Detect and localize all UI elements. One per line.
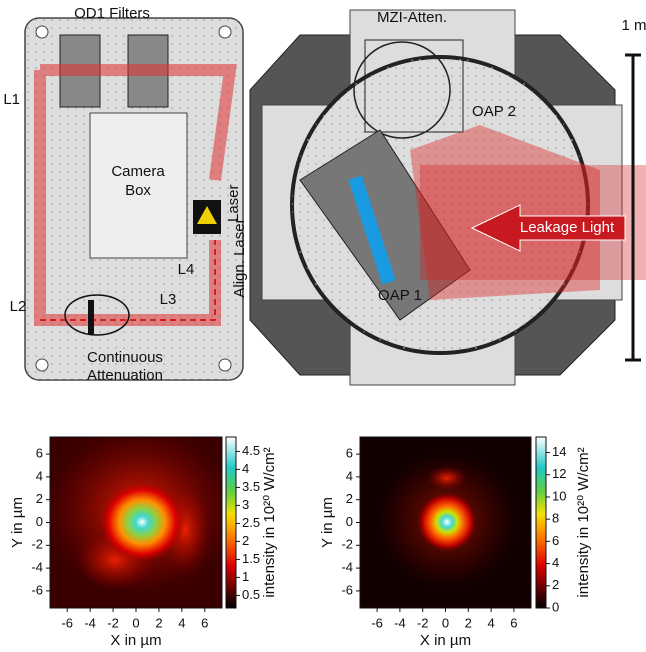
colorbar xyxy=(226,437,236,608)
colorbar-tick-label: 14 xyxy=(552,444,566,459)
colorbar-label: intensity in 10²⁰ W/cm² xyxy=(575,447,592,597)
colorbar xyxy=(536,437,546,608)
colorbar-tick-label: 1.5 xyxy=(242,551,260,566)
x-tick-label: -2 xyxy=(417,615,429,630)
colorbar-tick-label: 12 xyxy=(552,466,566,481)
colorbar-tick-label: 2 xyxy=(242,533,249,548)
colorbar-tick-label: 0.5 xyxy=(242,587,260,602)
colorbar-tick-label: 2 xyxy=(552,577,559,592)
heatmap-image xyxy=(45,425,235,608)
x-tick-label: -2 xyxy=(107,615,119,630)
x-tick-label: -4 xyxy=(84,615,96,630)
label: Align. Laser xyxy=(231,218,248,297)
x-tick-label: 0 xyxy=(132,615,139,630)
label: Continuous xyxy=(87,349,163,366)
x-tick-label: 4 xyxy=(178,615,185,630)
colorbar-tick-label: 8 xyxy=(552,511,559,526)
x-tick-label: 2 xyxy=(465,615,472,630)
y-tick-label: -2 xyxy=(341,537,353,552)
y-tick-label: 4 xyxy=(346,468,353,483)
x-tick-label: 4 xyxy=(487,615,494,630)
colorbar-tick-label: 4 xyxy=(552,555,559,570)
x-tick-label: -6 xyxy=(371,615,383,630)
y-tick-label: 4 xyxy=(36,468,43,483)
y-axis-label: Y in µm xyxy=(319,497,336,548)
label: Camera xyxy=(111,163,165,180)
label: OD1 Filters xyxy=(74,5,150,22)
y-tick-label: -6 xyxy=(31,582,43,597)
label: OAP 2 xyxy=(472,103,516,120)
x-axis-label: X in µm xyxy=(110,632,161,649)
colorbar-tick-label: 6 xyxy=(552,533,559,548)
chamber xyxy=(250,10,646,385)
y-tick-label: 2 xyxy=(346,491,353,506)
heatmap-image xyxy=(360,437,531,608)
y-tick-label: -2 xyxy=(31,537,43,552)
x-tick-label: 0 xyxy=(442,615,449,630)
colorbar-tick-label: 10 xyxy=(552,488,566,503)
label: Attenuation xyxy=(87,367,163,384)
y-tick-label: 0 xyxy=(346,514,353,529)
label: L2 xyxy=(10,298,27,315)
y-tick-label: 6 xyxy=(36,446,43,461)
y-tick-label: -4 xyxy=(31,560,43,575)
x-tick-label: -4 xyxy=(394,615,406,630)
label: 1 m xyxy=(621,17,646,34)
colorbar-tick-label: 3.5 xyxy=(242,479,260,494)
label: L3 xyxy=(160,291,177,308)
x-tick-label: 6 xyxy=(201,615,208,630)
label: MZI-Atten. xyxy=(377,9,447,26)
y-tick-label: 0 xyxy=(36,514,43,529)
figure: OD1 Filters L1 Camera Box Laser Align. L… xyxy=(0,0,646,652)
y-tick-label: -4 xyxy=(341,560,353,575)
colorbar-tick-label: 0 xyxy=(552,599,559,614)
x-tick-label: 2 xyxy=(155,615,162,630)
label: Laser xyxy=(225,184,242,222)
y-tick-label: -6 xyxy=(341,582,353,597)
x-tick-label: -6 xyxy=(61,615,73,630)
label: Leakage Light xyxy=(520,219,615,236)
label: OAP 1 xyxy=(378,287,422,304)
colorbar-label: intensity in 10²⁰ W/cm² xyxy=(261,447,278,597)
y-tick-label: 2 xyxy=(36,491,43,506)
x-tick-label: 6 xyxy=(510,615,517,630)
colorbar-tick-label: 1 xyxy=(242,569,249,584)
colorbar-tick-label: 3 xyxy=(242,497,249,512)
colorbar-tick-label: 4.5 xyxy=(242,443,260,458)
colorbar-tick-label: 2.5 xyxy=(242,515,260,530)
y-tick-label: 6 xyxy=(346,446,353,461)
label: Box xyxy=(125,182,151,199)
breadboard xyxy=(25,18,243,380)
label: L4 xyxy=(178,261,195,278)
x-axis-label: X in µm xyxy=(420,632,471,649)
colorbar-tick-label: 4 xyxy=(242,461,249,476)
y-axis-label: Y in µm xyxy=(9,497,26,548)
label: L1 xyxy=(3,91,20,108)
